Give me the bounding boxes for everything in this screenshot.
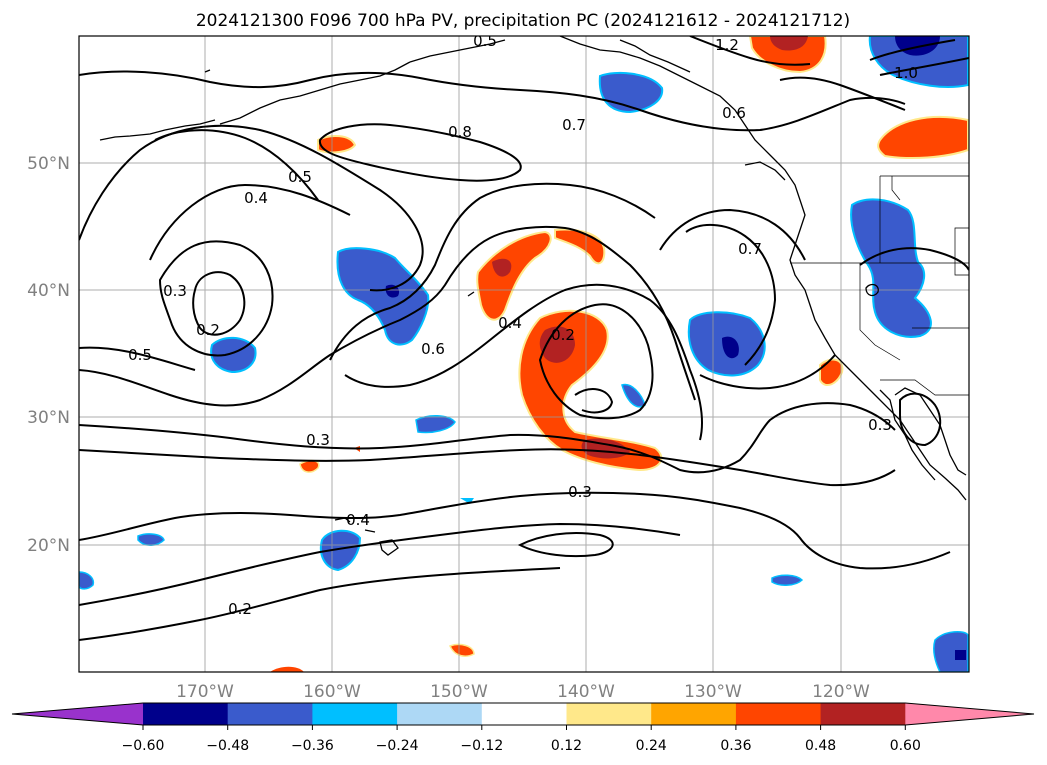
colorbar-tick-label: 0.24 — [636, 738, 667, 754]
colorbar-bin — [397, 703, 483, 725]
colorbar-tick-label: −0.24 — [376, 738, 419, 754]
svg-text:0.5: 0.5 — [473, 32, 497, 50]
figure-title: 2024121300 F096 700 hPa PV, precipitatio… — [196, 11, 850, 31]
lat-label: 20°N — [27, 536, 70, 556]
svg-text:0.6: 0.6 — [722, 104, 746, 122]
map-panel: 0.5 1.2 0.8 0.7 0.6 1.0 0.5 0.4 0.3 0.2 … — [79, 32, 969, 672]
svg-text:0.7: 0.7 — [562, 116, 586, 134]
svg-text:0.2: 0.2 — [196, 321, 220, 339]
lon-label: 130°W — [684, 682, 742, 702]
pv-contours — [79, 36, 969, 641]
map-frame — [78, 35, 970, 673]
colorbar-bin — [651, 703, 737, 725]
svg-text:0.3: 0.3 — [568, 483, 592, 501]
colorbar-bin — [820, 703, 906, 725]
svg-text:0.8: 0.8 — [448, 123, 472, 141]
svg-text:0.4: 0.4 — [244, 189, 268, 207]
colorbar — [11, 702, 1035, 726]
svg-text:1.0: 1.0 — [894, 64, 918, 82]
lat-label: 40°N — [27, 281, 70, 301]
colorbar-bin — [481, 703, 567, 725]
colorbar-extend-low — [12, 703, 143, 725]
colorbar-bin — [227, 703, 313, 725]
colorbar-tick-label: 0.60 — [890, 738, 921, 754]
colorbar-tick-label: 0.36 — [720, 738, 751, 754]
colorbar-extend-high — [905, 703, 1034, 725]
latitude-labels: 50°N 40°N 30°N 20°N — [27, 154, 70, 556]
svg-text:0.4: 0.4 — [346, 511, 370, 529]
colorbar-tick-label: −0.60 — [122, 738, 165, 754]
svg-text:0.3: 0.3 — [306, 431, 330, 449]
lon-label: 140°W — [557, 682, 615, 702]
colorbar-tick-label: −0.48 — [206, 738, 249, 754]
colorbar-tick-label: 0.48 — [805, 738, 836, 754]
svg-text:0.4: 0.4 — [498, 314, 522, 332]
longitude-labels: 170°W 160°W 150°W 140°W 130°W 120°W — [176, 682, 870, 702]
colorbar-tick-label: 0.12 — [551, 738, 582, 754]
svg-text:1.2: 1.2 — [715, 36, 739, 54]
colorbar-bin — [735, 703, 822, 725]
contour-labels: 0.5 1.2 0.8 0.7 0.6 1.0 0.5 0.4 0.3 0.2 … — [128, 32, 918, 618]
svg-text:0.6: 0.6 — [421, 340, 445, 358]
colorbar-ticks: −0.60 −0.48 −0.36 −0.24 −0.12 0.12 0.24 0.36 0.4… — [122, 725, 921, 754]
svg-text:0.3: 0.3 — [868, 416, 892, 434]
svg-text:0.2: 0.2 — [228, 600, 252, 618]
lon-label: 160°W — [303, 682, 361, 702]
svg-text:0.7: 0.7 — [738, 240, 762, 258]
lat-label: 50°N — [27, 154, 70, 174]
colorbar-bin — [566, 703, 652, 725]
svg-text:0.5: 0.5 — [288, 168, 312, 186]
lon-label: 150°W — [430, 682, 488, 702]
colorbar-tick-label: −0.36 — [291, 738, 334, 754]
colorbar-bin — [312, 703, 398, 725]
svg-text:0.3: 0.3 — [163, 282, 187, 300]
colorbar-tick-label: −0.12 — [460, 738, 503, 754]
lon-label: 170°W — [176, 682, 234, 702]
lon-label: 120°W — [812, 682, 870, 702]
colorbar-bin — [143, 703, 229, 725]
lat-label: 30°N — [27, 408, 70, 428]
svg-text:0.2: 0.2 — [551, 326, 575, 344]
political-borders — [790, 175, 969, 396]
svg-text:0.5: 0.5 — [128, 346, 152, 364]
